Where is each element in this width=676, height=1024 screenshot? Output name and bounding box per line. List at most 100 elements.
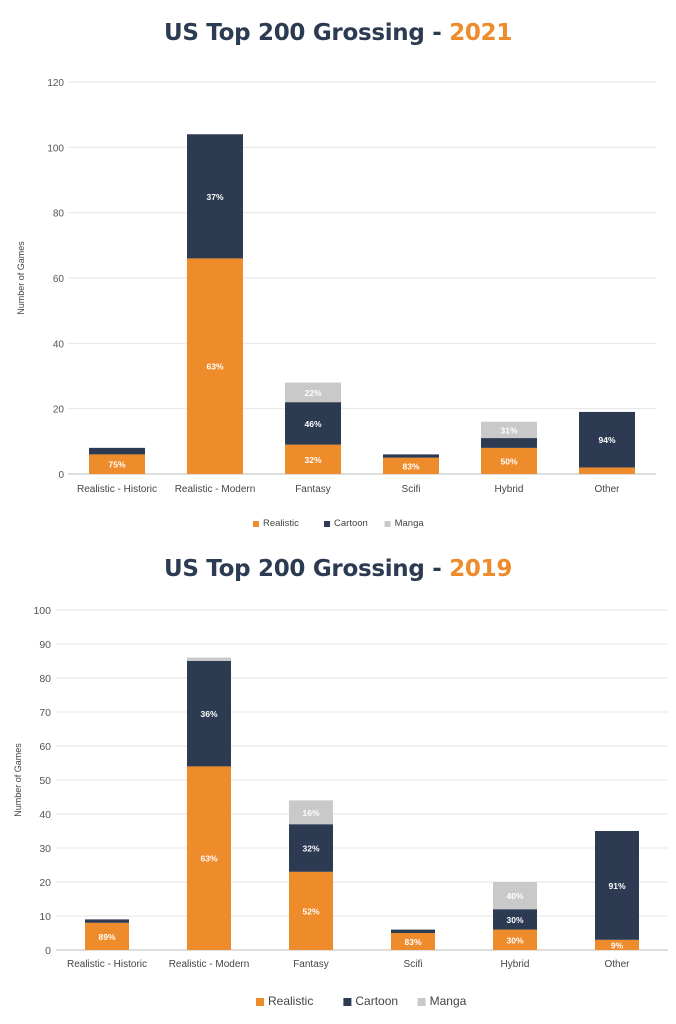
x-tick-label: Realistic - Historic bbox=[77, 484, 157, 495]
bar-segment-realistic bbox=[187, 766, 231, 950]
y-tick-label: 20 bbox=[39, 877, 51, 889]
x-tick-label: Other bbox=[604, 959, 630, 970]
data-label: 94% bbox=[598, 435, 615, 445]
data-label: 46% bbox=[304, 419, 321, 429]
data-label: 30% bbox=[506, 915, 523, 925]
y-axis-label: Number of Games bbox=[13, 743, 23, 817]
chart-title-2019: US Top 200 Grossing - 2019 bbox=[0, 556, 676, 582]
bar-segment-cartoon bbox=[383, 454, 439, 458]
y-tick-label: 30 bbox=[39, 843, 51, 855]
data-label: 32% bbox=[302, 844, 319, 854]
bar-segment-manga bbox=[493, 882, 537, 910]
x-tick-label: Fantasy bbox=[293, 959, 329, 970]
bar-segment-cartoon bbox=[493, 909, 537, 930]
legend-label: Realistic bbox=[263, 518, 299, 529]
bar-segment-cartoon bbox=[579, 411, 635, 468]
data-label: 50% bbox=[500, 456, 517, 466]
y-tick-label: 40 bbox=[53, 339, 65, 350]
bar-segment-realistic bbox=[481, 447, 537, 474]
data-label: 83% bbox=[402, 461, 419, 471]
bar-segment-cartoon bbox=[187, 134, 243, 259]
y-tick-label: 80 bbox=[39, 673, 51, 685]
y-tick-label: 20 bbox=[53, 405, 65, 416]
legend-swatch-realistic bbox=[253, 521, 259, 527]
bar-segment-cartoon bbox=[595, 831, 639, 940]
y-tick-label: 10 bbox=[39, 911, 51, 923]
y-tick-label: 40 bbox=[39, 809, 51, 821]
x-tick-label: Realistic - Modern bbox=[169, 959, 250, 970]
data-label: 83% bbox=[404, 937, 421, 947]
data-label: 9% bbox=[611, 940, 624, 950]
data-label: 16% bbox=[302, 808, 319, 818]
bar-segment-realistic bbox=[579, 467, 635, 474]
y-tick-label: 100 bbox=[33, 605, 51, 617]
bar-segment-realistic bbox=[285, 444, 341, 474]
y-tick-label: 100 bbox=[47, 143, 64, 154]
bar-segment-realistic bbox=[493, 929, 537, 950]
chart-title-text: US Top 200 Grossing - bbox=[163, 20, 450, 46]
legend-label: Cartoon bbox=[355, 994, 398, 1008]
bar-segment-cartoon bbox=[285, 402, 341, 445]
bar-segment-realistic bbox=[85, 922, 129, 950]
legend-swatch-realistic bbox=[256, 998, 264, 1006]
bar-segment-cartoon bbox=[289, 824, 333, 872]
data-label: 31% bbox=[500, 425, 517, 435]
data-label: 89% bbox=[98, 932, 115, 942]
bar-segment-manga bbox=[285, 382, 341, 403]
bar-segment-cartoon bbox=[391, 929, 435, 933]
y-axis-label: Number of Games bbox=[16, 241, 26, 315]
x-tick-label: Hybrid bbox=[501, 959, 530, 970]
chart-title-2021: US Top 200 Grossing - 2021 bbox=[0, 20, 676, 46]
legend-label: Manga bbox=[430, 994, 467, 1008]
data-label: 63% bbox=[206, 362, 223, 372]
data-label: 63% bbox=[200, 854, 217, 864]
y-tick-label: 70 bbox=[39, 707, 51, 719]
legend-label: Cartoon bbox=[334, 518, 368, 529]
chart-2021: US Top 200 Grossing - 2021 0 20 40 60 80 100 1… bbox=[0, 20, 676, 529]
y-tick-label: 0 bbox=[58, 470, 64, 481]
data-label: 36% bbox=[200, 709, 217, 719]
bar-segment-cartoon bbox=[85, 919, 129, 923]
data-label: 32% bbox=[304, 455, 321, 465]
bar-segment-realistic bbox=[595, 939, 639, 950]
x-tick-label: Other bbox=[594, 484, 620, 495]
chart-2019: US Top 200 Grossing - 2019 0 10 20 30 40 50 60… bbox=[0, 540, 676, 1024]
legend-swatch-cartoon bbox=[324, 521, 331, 527]
y-tick-label: 60 bbox=[39, 741, 51, 753]
data-label: 91% bbox=[608, 881, 625, 891]
x-tick-label: Hybrid bbox=[495, 484, 524, 495]
y-tick-label: 80 bbox=[53, 209, 65, 220]
data-label: 52% bbox=[302, 906, 319, 916]
bar-segment-realistic bbox=[383, 457, 439, 474]
bar-segment-realistic bbox=[391, 933, 435, 950]
legend-swatch-cartoon bbox=[343, 998, 352, 1006]
data-label: 30% bbox=[506, 935, 523, 945]
bar-segment-manga bbox=[481, 421, 537, 439]
bar-segment-realistic bbox=[89, 454, 145, 474]
bar-segment-realistic bbox=[289, 871, 333, 950]
bar-segment-cartoon bbox=[187, 661, 231, 767]
data-label: 40% bbox=[506, 891, 523, 901]
legend-swatch-manga bbox=[417, 998, 426, 1006]
y-tick-label: 50 bbox=[39, 775, 51, 787]
y-tick-label: 60 bbox=[53, 274, 65, 285]
data-label: 22% bbox=[304, 388, 321, 398]
y-tick-label: 90 bbox=[39, 639, 51, 651]
legend-label: Manga bbox=[395, 518, 425, 529]
chart-2019-plot: 0 10 20 30 40 50 60 70 80 90 100 Number of Games 89%… bbox=[13, 605, 668, 1008]
y-tick-label: 0 bbox=[45, 945, 51, 957]
x-tick-label: Realistic - Modern bbox=[175, 484, 256, 495]
chart-2021-plot: 0 20 40 60 80 100 120 Number of Games 75% Realist… bbox=[16, 78, 656, 529]
data-label: 75% bbox=[108, 460, 125, 470]
chart-title-year: 2021 bbox=[449, 20, 513, 46]
bar-segment-manga bbox=[289, 800, 333, 825]
x-tick-label: Scifi bbox=[404, 959, 423, 970]
legend-swatch-manga bbox=[384, 521, 391, 527]
data-label: 37% bbox=[206, 192, 223, 202]
y-tick-label: 120 bbox=[47, 78, 64, 89]
chart-title-text: US Top 200 Grossing - bbox=[163, 556, 450, 582]
x-tick-label: Scifi bbox=[402, 484, 421, 495]
bar-segment-cartoon bbox=[481, 438, 537, 448]
bar-segment-manga bbox=[187, 657, 231, 661]
x-tick-label: Realistic - Historic bbox=[67, 959, 147, 970]
